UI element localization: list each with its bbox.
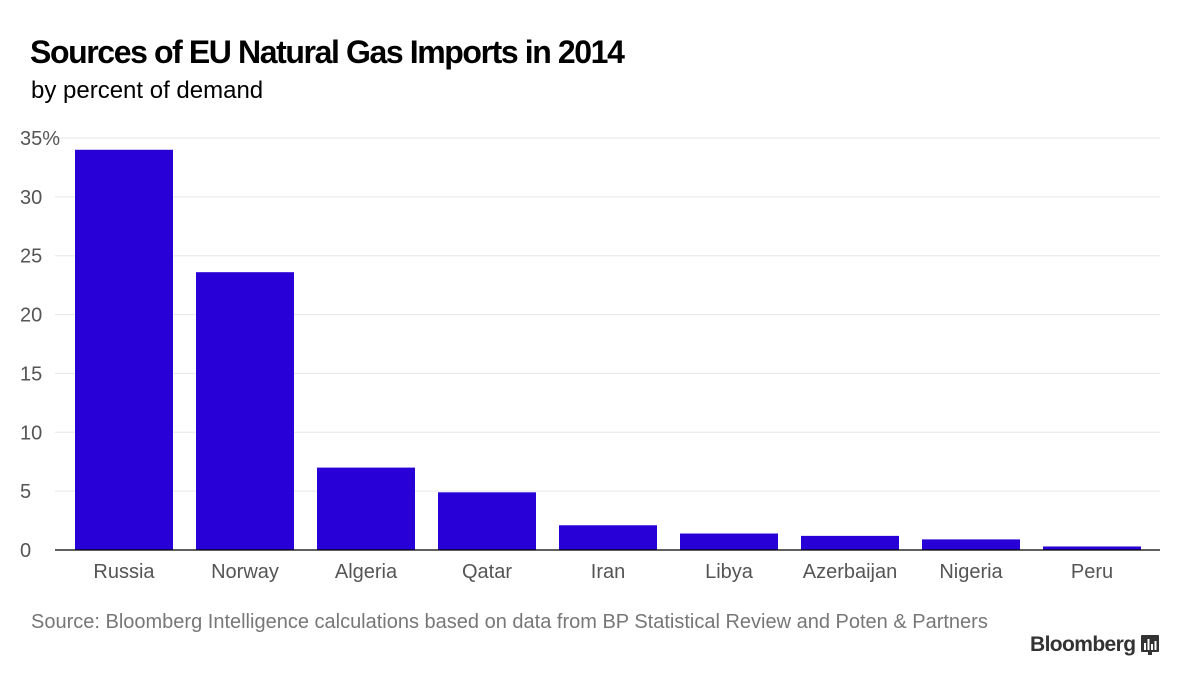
y-tick-label: 0: [20, 540, 31, 562]
bar-peru: [1043, 546, 1141, 550]
x-tick-label: Libya: [705, 561, 754, 583]
y-axis-ticks: 0 5 10 15 20 25 30 35%: [20, 128, 60, 562]
bloomberg-chart-icon: [1141, 635, 1160, 655]
bar-azerbaijan: [801, 535, 899, 550]
y-tick-label: 5: [20, 481, 31, 503]
x-tick-label: Algeria: [335, 561, 398, 583]
bars: [75, 149, 1141, 550]
bar-nigeria: [922, 539, 1020, 550]
y-tick-label: 35%: [20, 128, 60, 150]
bar-algeria: [317, 467, 415, 550]
x-tick-label: Russia: [93, 561, 155, 583]
bar-qatar: [438, 492, 536, 550]
chart-subtitle: by percent of demand: [31, 77, 264, 104]
x-tick-label: Azerbaijan: [803, 561, 898, 583]
source-note: Source: Bloomberg Intelligence calculati…: [31, 611, 988, 633]
chart-title: Sources of EU Natural Gas Imports in 201…: [30, 34, 625, 70]
brand-logo: Bloomberg: [1030, 633, 1160, 657]
brand-name: Bloomberg: [1030, 633, 1136, 656]
x-axis-labels: Russia Norway Algeria Qatar Iran Libya Azerbai…: [93, 561, 1113, 583]
x-tick-label: Peru: [1071, 561, 1113, 583]
y-tick-label: 20: [20, 305, 42, 327]
x-tick-label: Iran: [591, 561, 625, 583]
y-tick-label: 10: [20, 422, 42, 444]
bar-iran: [559, 525, 657, 550]
bar-libya: [680, 533, 778, 550]
bar-norway: [196, 272, 294, 550]
x-tick-label: Nigeria: [939, 561, 1003, 583]
y-tick-label: 25: [20, 246, 42, 268]
bar-russia: [75, 149, 173, 550]
y-tick-label: 15: [20, 363, 42, 385]
x-tick-label: Norway: [211, 561, 279, 583]
y-tick-label: 30: [20, 187, 42, 209]
x-tick-label: Qatar: [462, 561, 512, 583]
bar-chart: 0 5 10 15 20 25 30 35% Russia Norway Algeria Qatar…: [20, 128, 1160, 583]
